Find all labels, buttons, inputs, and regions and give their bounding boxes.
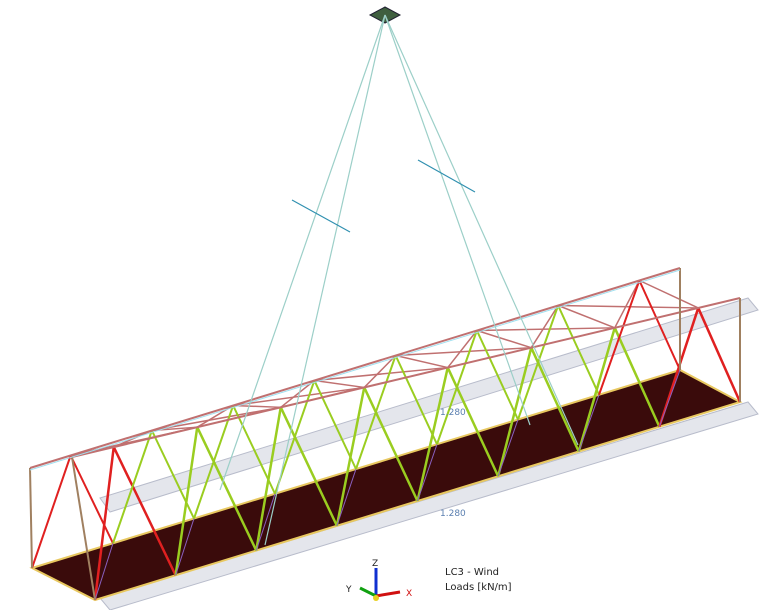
diagonal bbox=[363, 386, 419, 502]
cable bbox=[219, 14, 386, 491]
diagonal bbox=[355, 355, 397, 470]
origin bbox=[373, 595, 379, 601]
diagonal bbox=[174, 427, 199, 576]
top-chord bbox=[71, 297, 741, 458]
diagonal bbox=[313, 380, 357, 470]
diagonal bbox=[475, 330, 519, 420]
x-axis bbox=[375, 590, 401, 598]
wind-load-strip bbox=[99, 401, 759, 610]
deck-brace bbox=[578, 394, 600, 452]
cable bbox=[384, 14, 531, 426]
top-brace bbox=[363, 354, 397, 388]
diagonal bbox=[416, 367, 449, 502]
diagonal bbox=[577, 327, 616, 452]
top-strut bbox=[476, 329, 532, 349]
top-brace bbox=[447, 330, 478, 369]
top-brace bbox=[476, 327, 615, 332]
diagonal bbox=[69, 455, 114, 544]
end-post bbox=[71, 456, 96, 601]
diagonal bbox=[697, 307, 742, 403]
diagonal bbox=[517, 305, 560, 420]
y-axis bbox=[359, 586, 377, 598]
top-strut bbox=[395, 354, 448, 369]
diagonal bbox=[613, 327, 661, 428]
top-strut bbox=[557, 304, 616, 329]
top-brace bbox=[530, 305, 559, 349]
guide-line bbox=[29, 269, 681, 471]
diagonal bbox=[638, 280, 681, 371]
top-strut bbox=[639, 279, 699, 309]
truss bbox=[29, 14, 742, 601]
diagonal bbox=[274, 380, 316, 495]
axis-label: Y bbox=[345, 585, 352, 595]
diagonal bbox=[530, 347, 580, 453]
deck-brace bbox=[94, 543, 114, 601]
diagonal bbox=[446, 367, 500, 477]
axis-label: Z bbox=[372, 559, 378, 569]
top-brace bbox=[614, 280, 641, 329]
load-label: 1.280 bbox=[440, 509, 466, 519]
top-brace bbox=[314, 366, 448, 382]
end-post bbox=[29, 467, 33, 569]
top-brace bbox=[558, 304, 699, 309]
diagonal bbox=[335, 387, 366, 526]
load-case: LC3 - Wind bbox=[445, 567, 499, 578]
diagonal bbox=[93, 446, 115, 601]
diagonal bbox=[193, 405, 235, 519]
top-strut bbox=[233, 404, 281, 409]
deck-brace bbox=[175, 518, 195, 576]
top-strut bbox=[314, 379, 365, 389]
deck-brace bbox=[336, 468, 357, 526]
spring-link bbox=[291, 199, 351, 233]
diagonal bbox=[112, 430, 153, 544]
top-brace bbox=[280, 379, 315, 408]
diagonal bbox=[598, 280, 641, 396]
diagonal bbox=[658, 307, 700, 428]
load-label: 1.280 bbox=[440, 408, 466, 418]
top-brace bbox=[395, 346, 532, 357]
top-chord bbox=[29, 267, 681, 469]
diagonal bbox=[436, 330, 478, 445]
cable bbox=[384, 14, 579, 446]
axis-label: X bbox=[406, 589, 412, 599]
top-brace bbox=[151, 406, 281, 432]
cable bbox=[264, 14, 386, 546]
diagonal bbox=[196, 426, 258, 552]
diagonal bbox=[557, 305, 600, 396]
diagonal bbox=[255, 407, 282, 551]
diagonal bbox=[496, 347, 533, 477]
deck-brace bbox=[497, 419, 519, 477]
diagonal bbox=[279, 406, 339, 527]
diagonal bbox=[112, 446, 177, 576]
deck-brace bbox=[658, 369, 681, 427]
deck-brace bbox=[417, 444, 438, 502]
spring-link bbox=[417, 159, 476, 193]
axis-triad: Z Y X bbox=[345, 559, 412, 601]
diagonal bbox=[31, 455, 72, 569]
deck bbox=[29, 368, 743, 602]
deck-brace bbox=[255, 493, 276, 551]
load-unit: Loads [kN/m] bbox=[445, 582, 512, 593]
diagonal bbox=[394, 355, 438, 445]
